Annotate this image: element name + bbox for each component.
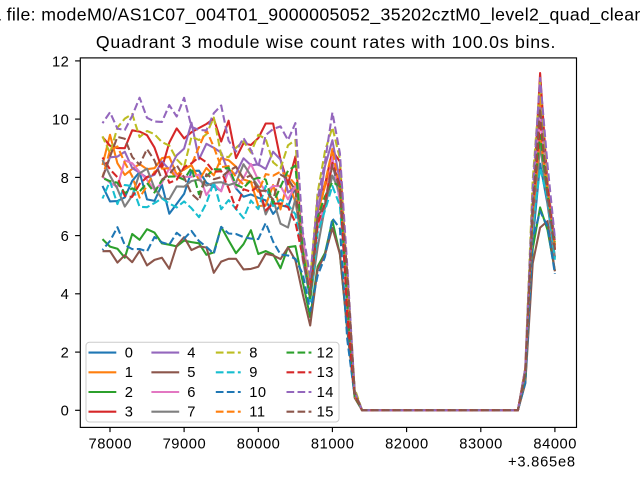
- svg-text:79000: 79000: [163, 436, 207, 452]
- svg-text:10: 10: [249, 385, 266, 401]
- svg-text:12: 12: [317, 345, 334, 361]
- svg-text:15: 15: [317, 405, 334, 421]
- svg-text:3: 3: [125, 405, 134, 421]
- svg-text:81000: 81000: [311, 436, 355, 452]
- svg-text:80000: 80000: [237, 436, 281, 452]
- svg-text:data file: modeM0/AS1C07_004T0: data file: modeM0/AS1C07_004T01_90000050…: [0, 5, 640, 26]
- svg-text:10: 10: [52, 113, 69, 129]
- svg-text:5: 5: [187, 365, 196, 381]
- svg-text:0: 0: [61, 404, 70, 420]
- svg-text:+3.865e8: +3.865e8: [508, 455, 576, 471]
- svg-text:11: 11: [249, 405, 265, 421]
- svg-text:82000: 82000: [385, 436, 429, 452]
- svg-text:6: 6: [61, 229, 70, 245]
- svg-text:1: 1: [125, 365, 134, 381]
- svg-text:6: 6: [187, 385, 196, 401]
- svg-text:84000: 84000: [533, 436, 577, 452]
- svg-text:2: 2: [125, 385, 134, 401]
- svg-text:12: 12: [52, 54, 69, 70]
- svg-text:13: 13: [317, 365, 334, 381]
- svg-text:83000: 83000: [459, 436, 503, 452]
- svg-text:14: 14: [317, 385, 334, 401]
- svg-text:2: 2: [61, 346, 70, 362]
- svg-text:4: 4: [61, 287, 70, 303]
- svg-text:0: 0: [125, 345, 134, 361]
- svg-text:8: 8: [249, 345, 258, 361]
- svg-text:8: 8: [61, 171, 70, 187]
- svg-text:78000: 78000: [89, 436, 133, 452]
- svg-text:Quadrant 3 module wise count r: Quadrant 3 module wise count rates with …: [96, 32, 556, 52]
- svg-text:4: 4: [187, 345, 196, 361]
- svg-text:7: 7: [187, 405, 196, 421]
- svg-text:9: 9: [249, 365, 258, 381]
